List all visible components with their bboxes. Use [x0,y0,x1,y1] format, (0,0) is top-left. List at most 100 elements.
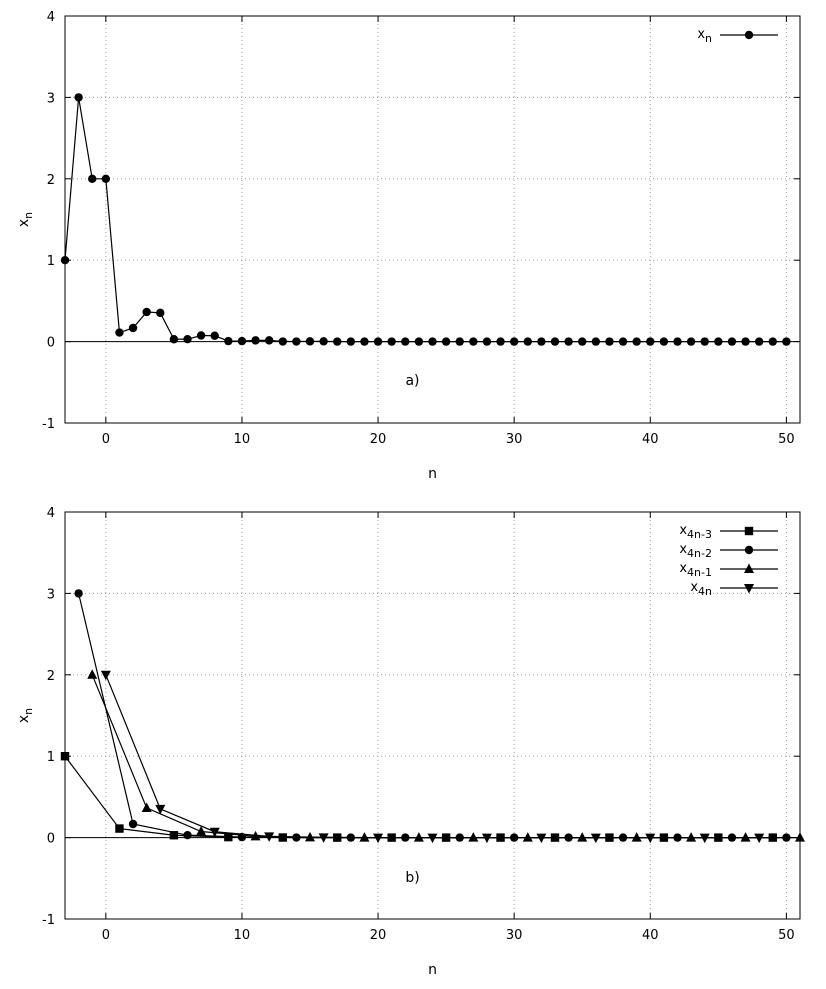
x-tick-label: 20 [370,432,387,447]
data-point [428,337,437,346]
legend-label-sub: n [705,32,712,45]
data-point [496,337,505,346]
data-point [577,832,588,842]
legend-label-sub: 4n [698,585,712,598]
data-point [100,670,111,681]
data-point [522,832,533,842]
y-tick-label: 2 [47,669,55,684]
data-point [88,174,97,183]
x-tick-label: 40 [642,432,659,447]
legend-label-base: x [679,561,687,576]
data-point [686,337,696,346]
data-point [251,336,260,345]
y-axis-label-sub: n [22,708,35,715]
data-point [115,824,124,833]
legend-entry-0: x4n-3 [679,523,778,541]
x-axis-label: n [428,466,437,482]
x-tick-label: 30 [506,432,523,447]
data-point [142,307,151,317]
data-point [509,337,519,346]
data-point [455,337,464,346]
data-point [264,832,275,842]
data-point [264,336,274,345]
legend-label: x4n-2 [679,542,712,560]
series-line [64,755,773,839]
data-point [387,337,396,346]
y-tick-label: 3 [47,91,55,106]
data-point [74,93,83,102]
data-point [196,825,207,836]
data-point [74,589,83,598]
legend-marker [744,545,754,555]
data-point [427,833,438,844]
y-tick-label: -1 [42,417,55,432]
data-point [714,337,723,346]
data-point [618,337,628,346]
y-tick-label: 4 [47,506,55,521]
panel-label: b) [405,870,419,886]
data-point [87,669,98,679]
data-point [169,335,179,344]
legend-label-sub: 4n-1 [687,566,712,579]
data-point [414,337,424,346]
series-0 [60,93,791,346]
data-point [209,827,220,838]
y-axis-label-sub: n [22,212,35,219]
data-point [305,337,315,346]
data-point [373,833,384,844]
data-point [60,256,70,265]
data-point [795,832,805,842]
x-tick-label: 50 [778,432,795,447]
data-point [346,337,356,346]
data-point [360,337,369,346]
data-point [727,337,737,346]
legend-entry-2: x4n-1 [679,561,778,579]
x-tick-label: 0 [102,928,110,943]
data-point [645,833,656,844]
data-point [632,337,641,346]
y-tick-label: 2 [47,173,55,188]
y-axis-label-group: xn [16,212,35,227]
data-point [754,337,764,346]
data-point [292,337,301,346]
x-tick-label: 0 [102,432,110,447]
data-point [782,337,791,346]
data-point [333,337,342,346]
data-point [754,833,765,844]
data-point [482,337,492,346]
y-tick-label: 3 [47,587,55,602]
y-tick-label: -1 [42,913,55,928]
data-point [128,323,138,333]
series-0 [60,752,777,842]
legend-label-base: x [697,27,705,42]
y-tick-label: 4 [47,10,55,25]
data-point [631,832,642,842]
data-point [469,337,478,346]
data-point [523,337,532,346]
x-axis-label: n [428,962,437,978]
data-point [319,337,328,346]
legend-entry-0: xn [697,27,778,45]
x-tick-label: 30 [506,928,523,943]
y-tick-label: 0 [47,832,55,847]
legend-entry-3: x4n [690,580,778,598]
y-axis-label: xn [16,708,35,723]
data-point [155,804,166,815]
data-point [468,832,479,842]
y-axis-label-base: x [16,715,32,723]
data-point [700,337,709,346]
legend-label: x4n-3 [679,523,712,541]
data-point [183,334,192,344]
legend-entry-1: x4n-2 [679,542,778,560]
data-point [578,337,587,346]
data-point [237,336,247,346]
data-point [101,174,111,183]
data-point [196,331,206,340]
y-tick-label: 1 [47,254,55,269]
data-point [128,819,138,829]
data-point [591,337,601,346]
legend-marker [744,30,754,40]
data-point [278,337,287,346]
data-point [646,337,655,346]
